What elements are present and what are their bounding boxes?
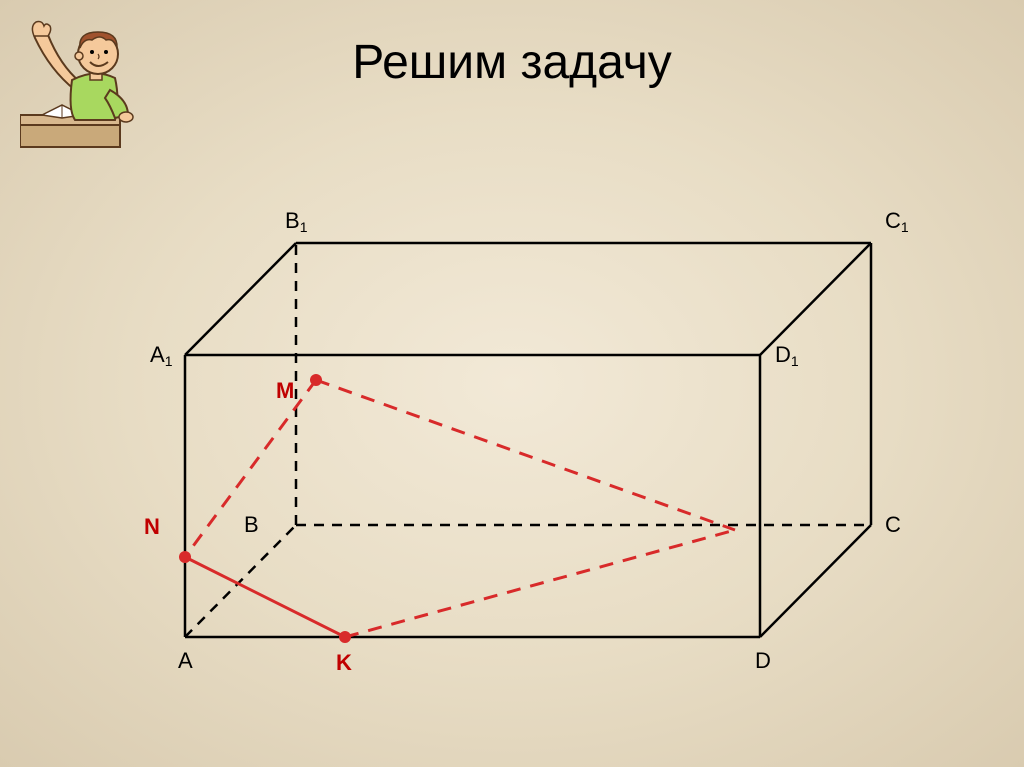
point-M bbox=[310, 374, 322, 386]
section-NK bbox=[185, 557, 345, 637]
label-A: A bbox=[178, 648, 193, 674]
section-MP bbox=[316, 380, 735, 530]
label-M: M bbox=[276, 378, 294, 404]
label-A1: A1 bbox=[150, 342, 172, 368]
label-D1: D1 bbox=[775, 342, 799, 368]
label-B: B bbox=[244, 512, 259, 538]
visible-edges bbox=[185, 243, 871, 637]
edge-AB bbox=[185, 525, 296, 637]
prism-diagram bbox=[0, 0, 1024, 767]
hidden-edges bbox=[185, 243, 871, 637]
point-N bbox=[179, 551, 191, 563]
section-points bbox=[179, 374, 351, 643]
point-K bbox=[339, 631, 351, 643]
label-N: N bbox=[144, 514, 160, 540]
label-C: C bbox=[885, 512, 901, 538]
edge-DC bbox=[760, 525, 871, 637]
label-K: K bbox=[336, 650, 352, 676]
section-KP bbox=[345, 530, 735, 637]
label-C1: C1 bbox=[885, 208, 909, 234]
label-B1: B1 bbox=[285, 208, 307, 234]
section-lines bbox=[185, 380, 735, 637]
label-D: D bbox=[755, 648, 771, 674]
edge-A1B1 bbox=[185, 243, 296, 355]
edge-D1C1 bbox=[760, 243, 871, 355]
